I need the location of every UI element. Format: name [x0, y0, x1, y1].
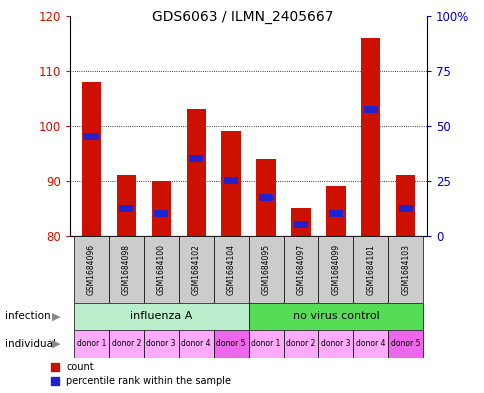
Bar	[318, 236, 353, 303]
Bar	[116, 175, 136, 236]
Bar	[143, 330, 178, 358]
Text: donor 2: donor 2	[111, 340, 141, 348]
Bar	[74, 236, 108, 303]
Bar	[189, 156, 203, 162]
Bar	[258, 194, 272, 200]
Text: donor 4: donor 4	[355, 340, 385, 348]
Bar	[153, 211, 168, 217]
Bar	[81, 82, 101, 236]
Bar	[74, 303, 248, 330]
Bar	[186, 109, 205, 236]
Text: donor 1: donor 1	[251, 340, 280, 348]
Bar	[318, 330, 353, 358]
Bar	[213, 330, 248, 358]
Bar	[143, 236, 178, 303]
Text: ▶: ▶	[51, 311, 60, 321]
Text: GSM1684103: GSM1684103	[400, 244, 409, 295]
Bar	[328, 211, 343, 217]
Bar	[248, 236, 283, 303]
Text: donor 4: donor 4	[181, 340, 211, 348]
Bar	[291, 208, 310, 236]
Text: ▶: ▶	[51, 339, 60, 349]
Bar	[119, 205, 133, 211]
Bar	[326, 186, 345, 236]
Text: GSM1684101: GSM1684101	[365, 244, 375, 295]
Bar	[108, 330, 143, 358]
Text: GSM1684099: GSM1684099	[331, 244, 340, 295]
Legend: count, percentile rank within the sample: count, percentile rank within the sample	[51, 362, 231, 386]
Bar	[395, 175, 415, 236]
Bar	[283, 330, 318, 358]
Text: GDS6063 / ILMN_2405667: GDS6063 / ILMN_2405667	[151, 10, 333, 24]
Bar	[388, 236, 423, 303]
Bar	[221, 131, 240, 236]
Bar	[213, 236, 248, 303]
Text: GSM1684104: GSM1684104	[226, 244, 235, 295]
Bar	[388, 330, 423, 358]
Bar	[361, 38, 380, 236]
Bar	[74, 330, 108, 358]
Text: influenza A: influenza A	[130, 311, 192, 321]
Text: donor 5: donor 5	[390, 340, 420, 348]
Text: donor 1: donor 1	[76, 340, 106, 348]
Bar	[178, 236, 213, 303]
Text: donor 2: donor 2	[286, 340, 315, 348]
Text: GSM1684095: GSM1684095	[261, 244, 270, 295]
Bar	[353, 330, 388, 358]
Bar	[293, 222, 307, 228]
Bar	[363, 106, 378, 112]
Text: individual: individual	[5, 339, 56, 349]
Text: GSM1684102: GSM1684102	[191, 244, 200, 295]
Text: GSM1684098: GSM1684098	[121, 244, 131, 295]
Text: donor 3: donor 3	[320, 340, 350, 348]
Text: GSM1684096: GSM1684096	[87, 244, 96, 295]
Bar	[256, 159, 275, 236]
Text: GSM1684097: GSM1684097	[296, 244, 305, 295]
Bar	[283, 236, 318, 303]
Bar	[224, 178, 238, 184]
Text: no virus control: no virus control	[292, 311, 378, 321]
Text: GSM1684100: GSM1684100	[156, 244, 166, 295]
Bar	[398, 205, 412, 211]
Text: infection: infection	[5, 311, 50, 321]
Bar	[248, 303, 423, 330]
Bar	[178, 330, 213, 358]
Bar	[108, 236, 143, 303]
Bar	[151, 181, 170, 236]
Bar	[248, 330, 283, 358]
Bar	[353, 236, 388, 303]
Text: donor 5: donor 5	[216, 340, 245, 348]
Bar	[84, 134, 98, 140]
Text: donor 3: donor 3	[146, 340, 176, 348]
